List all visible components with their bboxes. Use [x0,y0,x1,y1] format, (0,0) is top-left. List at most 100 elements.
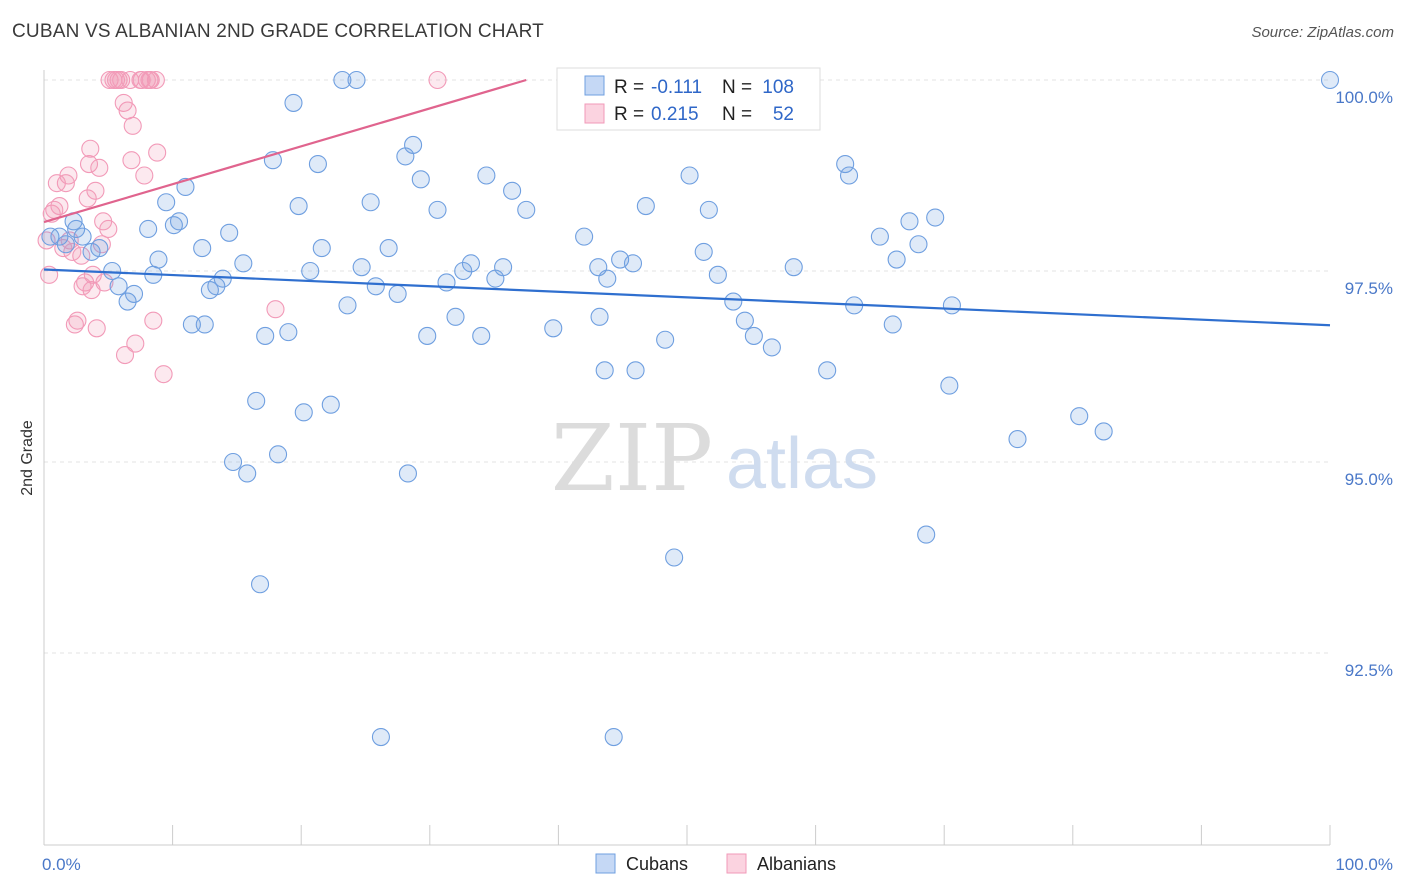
cubans-point-26 [223,452,243,472]
bottom-legend-albanians: Albanians [757,854,836,874]
cubans-point-76 [626,361,645,380]
cubans-point-64 [494,258,513,277]
cubans-point-58 [446,307,465,326]
albanians-point-15 [76,273,95,292]
watermark: ZIP atlas [551,405,878,512]
y-tick-label-3: 92.5% [1345,661,1393,680]
cubans-point-82 [699,200,718,219]
albanians-point-23 [90,158,109,177]
watermark-zip: ZIP [551,405,713,512]
cubans-point-15 [157,193,176,212]
cubans-point-72 [598,269,617,288]
cubans-point-79 [665,548,684,567]
cubans-point-35 [284,93,303,112]
cubans-point-41 [321,395,340,414]
albanians-point-34 [115,345,135,365]
legend-n-label-albanians: N = [722,104,752,125]
cubans-point-94 [883,315,902,334]
cubans-point-7 [90,239,109,258]
legend-r-value-albanians: 0.215 [651,104,699,125]
correlation-legend: R = -0.111 N = 108 R = 0.215 N = 52 [556,67,821,131]
cubans-point-57 [437,273,456,292]
cubans-point-68 [575,227,594,246]
albanians-point-35 [118,101,137,120]
cubans-point-73 [604,727,623,747]
y-tick-label-0: 100.0% [1335,88,1393,107]
cubans-point-8 [103,261,122,281]
cubans-point-37 [294,403,313,422]
cubans-point-84 [724,292,743,311]
series-albanians-points [37,70,447,384]
cubans-point-33 [269,445,288,464]
cubans-point-90 [836,154,855,174]
albanians-point-50 [266,300,285,319]
cubans-point-25 [220,223,239,242]
cubans-point-47 [366,277,385,296]
albanians-point-13 [72,246,91,265]
cubans-point-24 [213,269,232,288]
cubans-point-89 [818,361,837,380]
albanians-point-5 [50,197,69,216]
albanians-point-17 [79,154,99,174]
cubans-point-31 [256,326,275,345]
cubans-point-104 [1094,422,1113,441]
axes [43,70,1331,846]
trend-lines [43,78,1331,327]
albanians-point-18 [81,139,100,158]
cubans-point-91 [839,166,859,185]
cubans-point-29 [247,391,266,410]
albanians-point-10 [63,242,82,261]
watermark-atlas: atlas [726,424,878,504]
cubans-point-12 [139,219,158,239]
cubans-point-30 [250,575,270,594]
y-tick-labels: 100.0% 97.5% 95.0% 92.5% [1335,88,1393,680]
cubans-point-21 [195,315,214,334]
cubans-point-78 [656,330,675,349]
albanians-point-16 [78,189,97,208]
cubans-point-60 [461,254,481,273]
cubans-point-27 [234,254,253,273]
cubans-point-77 [636,197,655,216]
legend-n-label-cubans: N = [722,77,752,98]
cubans-point-86 [744,326,763,345]
cubans-point-14 [149,250,168,269]
cubans-point-45 [352,258,371,277]
cubans-point-1 [50,227,69,246]
cubans-point-97 [909,235,928,254]
albanians-point-38 [123,116,142,135]
cubans-point-101 [942,296,961,315]
cubans-point-4 [67,219,86,239]
cubans-point-39 [308,154,327,174]
legend-r-value-cubans: -0.111 [651,77,702,98]
albanians-point-47 [146,70,165,90]
cubans-point-83 [708,265,727,284]
cubans-point-99 [926,208,945,227]
cubans-point-80 [680,166,699,185]
series-cubans-points [41,70,1340,747]
cubans-point-100 [940,376,959,395]
cubans-point-103 [1070,407,1089,426]
cubans-point-54 [411,170,430,189]
albanians-point-42 [135,166,154,185]
y-axis-label: 2nd Grade [19,420,36,496]
legend-r-label-cubans: R = [614,77,644,98]
cubans-point-46 [361,193,380,212]
albanians-point-51 [428,70,447,90]
legend-n-value-albanians: 52 [773,104,794,125]
legend-swatch-cubans [584,75,605,96]
cubans-point-75 [623,254,643,273]
legend-n-value-cubans: 108 [762,77,794,98]
albanians-point-37 [122,151,141,170]
cubans-point-105 [1320,70,1340,90]
cubans-point-70 [590,307,609,326]
bottom-legend-cubans: Cubans [626,854,688,874]
cubans-point-20 [193,239,212,258]
albanians-trend-line [43,78,527,224]
x-tick-label-1: 100.0% [1335,855,1393,874]
cubans-point-44 [347,70,366,90]
cubans-point-2 [56,235,75,254]
cubans-point-67 [544,319,563,338]
cubans-point-50 [388,284,407,303]
albanians-point-49 [154,365,173,384]
